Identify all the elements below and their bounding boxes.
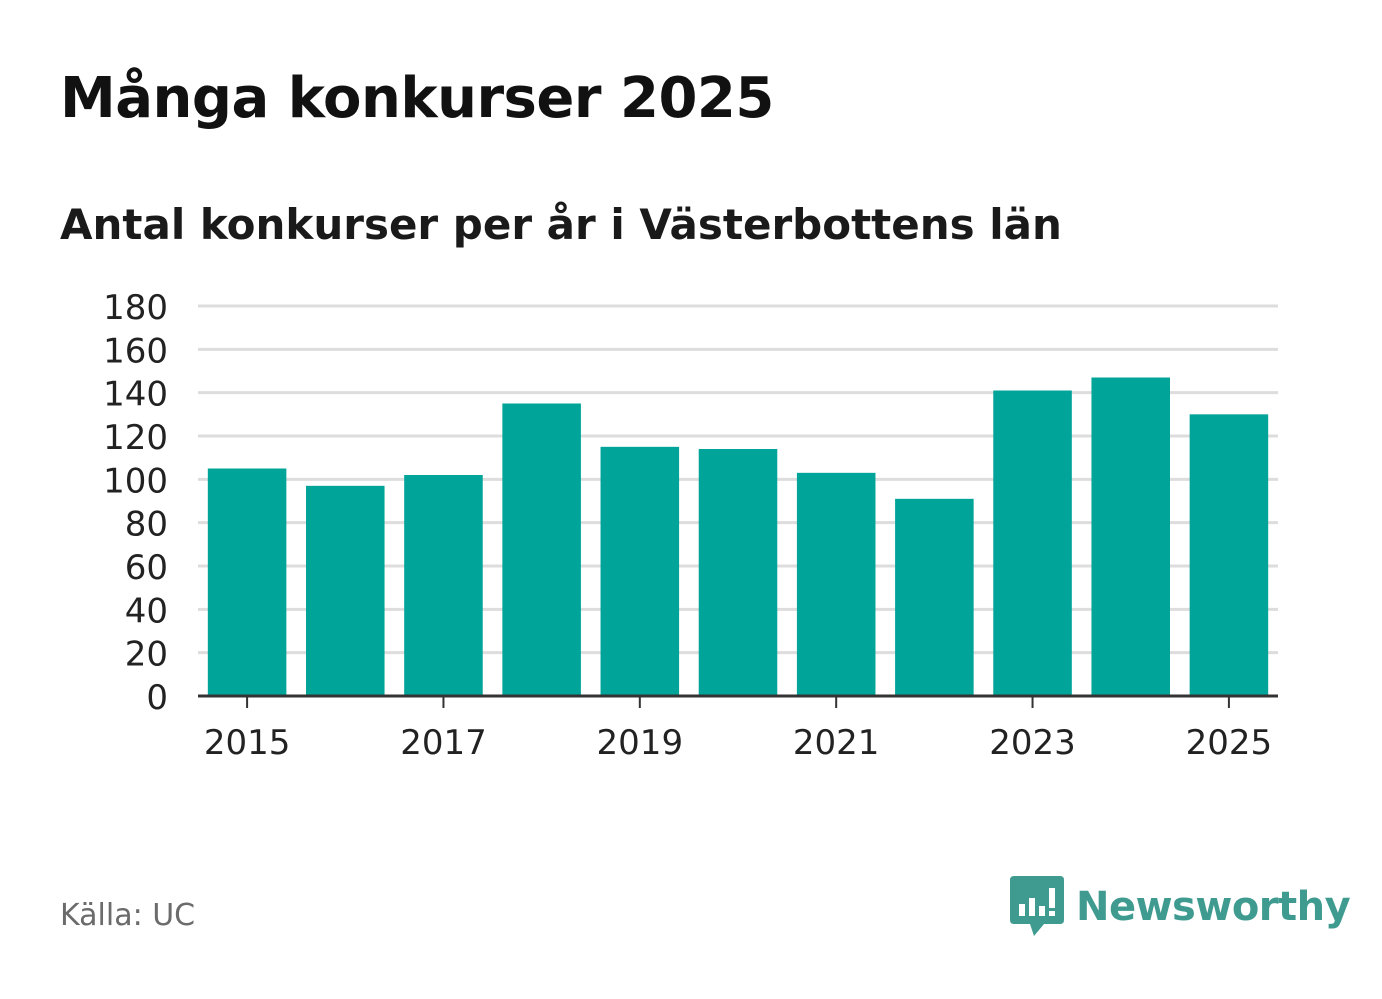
- chart-subtitle: Antal konkurser per år i Västerbottens l…: [60, 200, 1062, 249]
- y-tick-label: 20: [125, 635, 168, 675]
- bar-2015: [207, 468, 287, 696]
- source-note: Källa: UC: [60, 898, 196, 933]
- x-tick-label: 2019: [597, 723, 684, 763]
- y-tick-label: 0: [146, 678, 168, 718]
- x-tick-label: 2023: [989, 723, 1076, 763]
- bar-2023: [993, 390, 1072, 696]
- bar-2024: [1091, 377, 1170, 696]
- bar-2019: [600, 446, 680, 696]
- y-tick-label: 140: [103, 375, 168, 415]
- bar-2017: [404, 475, 483, 696]
- y-tick-label: 160: [103, 331, 168, 371]
- y-tick-label: 60: [125, 548, 168, 588]
- y-tick-label: 100: [103, 461, 168, 501]
- bar-2020: [698, 449, 778, 696]
- brand-logo: Newsworthy: [1010, 876, 1351, 938]
- y-tick-label: 40: [125, 591, 168, 631]
- x-tick-label: 2025: [1186, 723, 1273, 763]
- x-tick-label: 2017: [400, 723, 487, 763]
- chart-title: Många konkurser 2025: [60, 66, 774, 131]
- y-tick-label: 120: [103, 418, 168, 458]
- bar-2018: [502, 403, 581, 696]
- y-tick-label: 80: [125, 505, 168, 545]
- brand-name: Newsworthy: [1076, 884, 1351, 930]
- bar-2016: [306, 485, 385, 696]
- x-tick-label: 2021: [793, 723, 880, 763]
- bar-2021: [796, 472, 876, 696]
- bar-chart-speech-bubble-icon: [1010, 876, 1064, 936]
- bars: [207, 377, 1269, 696]
- x-axis-ticks: 2015 2017 2019 2021 2023 2025: [204, 696, 1272, 763]
- bar-2025: [1189, 414, 1269, 696]
- y-tick-label: 180: [103, 288, 168, 328]
- x-tick-label: 2015: [204, 723, 291, 763]
- bar-2022: [895, 498, 974, 696]
